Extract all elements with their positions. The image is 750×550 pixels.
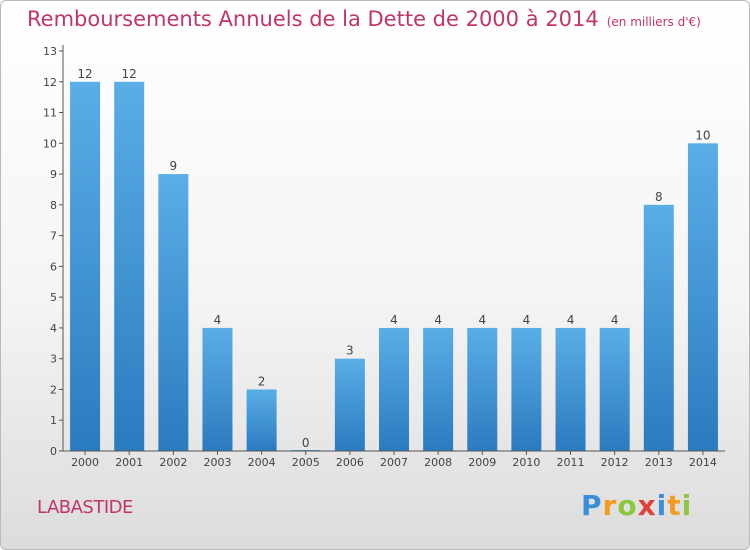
logo-letter: t — [667, 489, 682, 522]
logo-letter: P — [581, 489, 603, 522]
data-label: 12 — [122, 67, 137, 81]
x-tick-label: 2012 — [601, 456, 629, 469]
bar — [202, 327, 233, 451]
bar — [114, 81, 145, 452]
bar — [70, 81, 101, 452]
bar — [379, 327, 409, 451]
y-tick-label: 6 — [50, 260, 57, 273]
data-label: 2 — [258, 374, 266, 388]
bar — [423, 327, 454, 451]
data-label: 4 — [523, 313, 531, 327]
y-tick-label: 0 — [50, 445, 57, 458]
bar — [643, 204, 674, 451]
logo-letter: i — [681, 489, 693, 522]
x-tick-label: 2002 — [159, 456, 187, 469]
chart-subtitle: (en milliers d'€) — [606, 15, 701, 29]
bar — [687, 143, 718, 452]
logo-letter: o — [617, 489, 638, 522]
data-label: 4 — [434, 313, 442, 327]
chart-title: Remboursements Annuels de la Dette de 20… — [27, 7, 701, 31]
x-tick-label: 2000 — [71, 456, 99, 469]
data-label: 4 — [478, 313, 486, 327]
data-label: 12 — [77, 67, 92, 81]
x-tick-label: 2005 — [292, 456, 320, 469]
logo-letter: r — [602, 489, 618, 522]
x-tick-label: 2007 — [380, 456, 408, 469]
y-tick-label: 10 — [43, 137, 57, 150]
bar — [555, 327, 586, 451]
x-tick-label: 2008 — [424, 456, 452, 469]
bar — [511, 327, 542, 451]
bar — [158, 174, 189, 452]
x-tick-label: 2013 — [645, 456, 673, 469]
y-tick-label: 2 — [50, 383, 57, 396]
x-tick-label: 2004 — [248, 456, 276, 469]
x-tick-label: 2010 — [512, 456, 540, 469]
data-label: 10 — [695, 128, 710, 142]
data-label: 4 — [567, 313, 575, 327]
x-tick-label: 2006 — [336, 456, 364, 469]
data-label: 4 — [214, 313, 222, 327]
bar — [246, 389, 277, 451]
commune-name: LABASTIDE — [37, 497, 133, 518]
x-tick-label: 2003 — [203, 456, 231, 469]
logo-letter: x — [637, 489, 657, 522]
x-tick-label: 2011 — [557, 456, 585, 469]
bar — [599, 327, 630, 451]
chart-title-text: Remboursements Annuels de la Dette de 20… — [27, 7, 599, 31]
logo-letter: i — [656, 489, 668, 522]
x-tick-label: 2001 — [115, 456, 143, 469]
y-tick-label: 3 — [50, 353, 57, 366]
data-label: 9 — [170, 159, 178, 173]
data-label: 4 — [390, 313, 398, 327]
y-tick-label: 13 — [43, 45, 57, 58]
bar — [334, 358, 365, 451]
y-tick-label: 4 — [50, 322, 57, 335]
y-tick-label: 1 — [50, 414, 57, 427]
x-tick-label: 2014 — [689, 456, 717, 469]
y-tick-label: 8 — [50, 199, 57, 212]
bar — [467, 327, 498, 451]
x-tick-label: 2009 — [468, 456, 496, 469]
proxiti-logo: Proxiti — [581, 489, 692, 522]
data-label: 3 — [346, 344, 354, 358]
y-tick-label: 12 — [43, 76, 57, 89]
data-label: 0 — [302, 436, 310, 450]
y-tick-label: 7 — [50, 230, 57, 243]
y-tick-label: 9 — [50, 168, 57, 181]
data-label: 4 — [611, 313, 619, 327]
y-tick-label: 5 — [50, 291, 57, 304]
data-label: 8 — [655, 190, 663, 204]
bars-group: 12 12 9 4 2 0 3 4 4 4 4 4 4 8 10 — [70, 67, 718, 452]
y-tick-label: 11 — [43, 107, 57, 120]
